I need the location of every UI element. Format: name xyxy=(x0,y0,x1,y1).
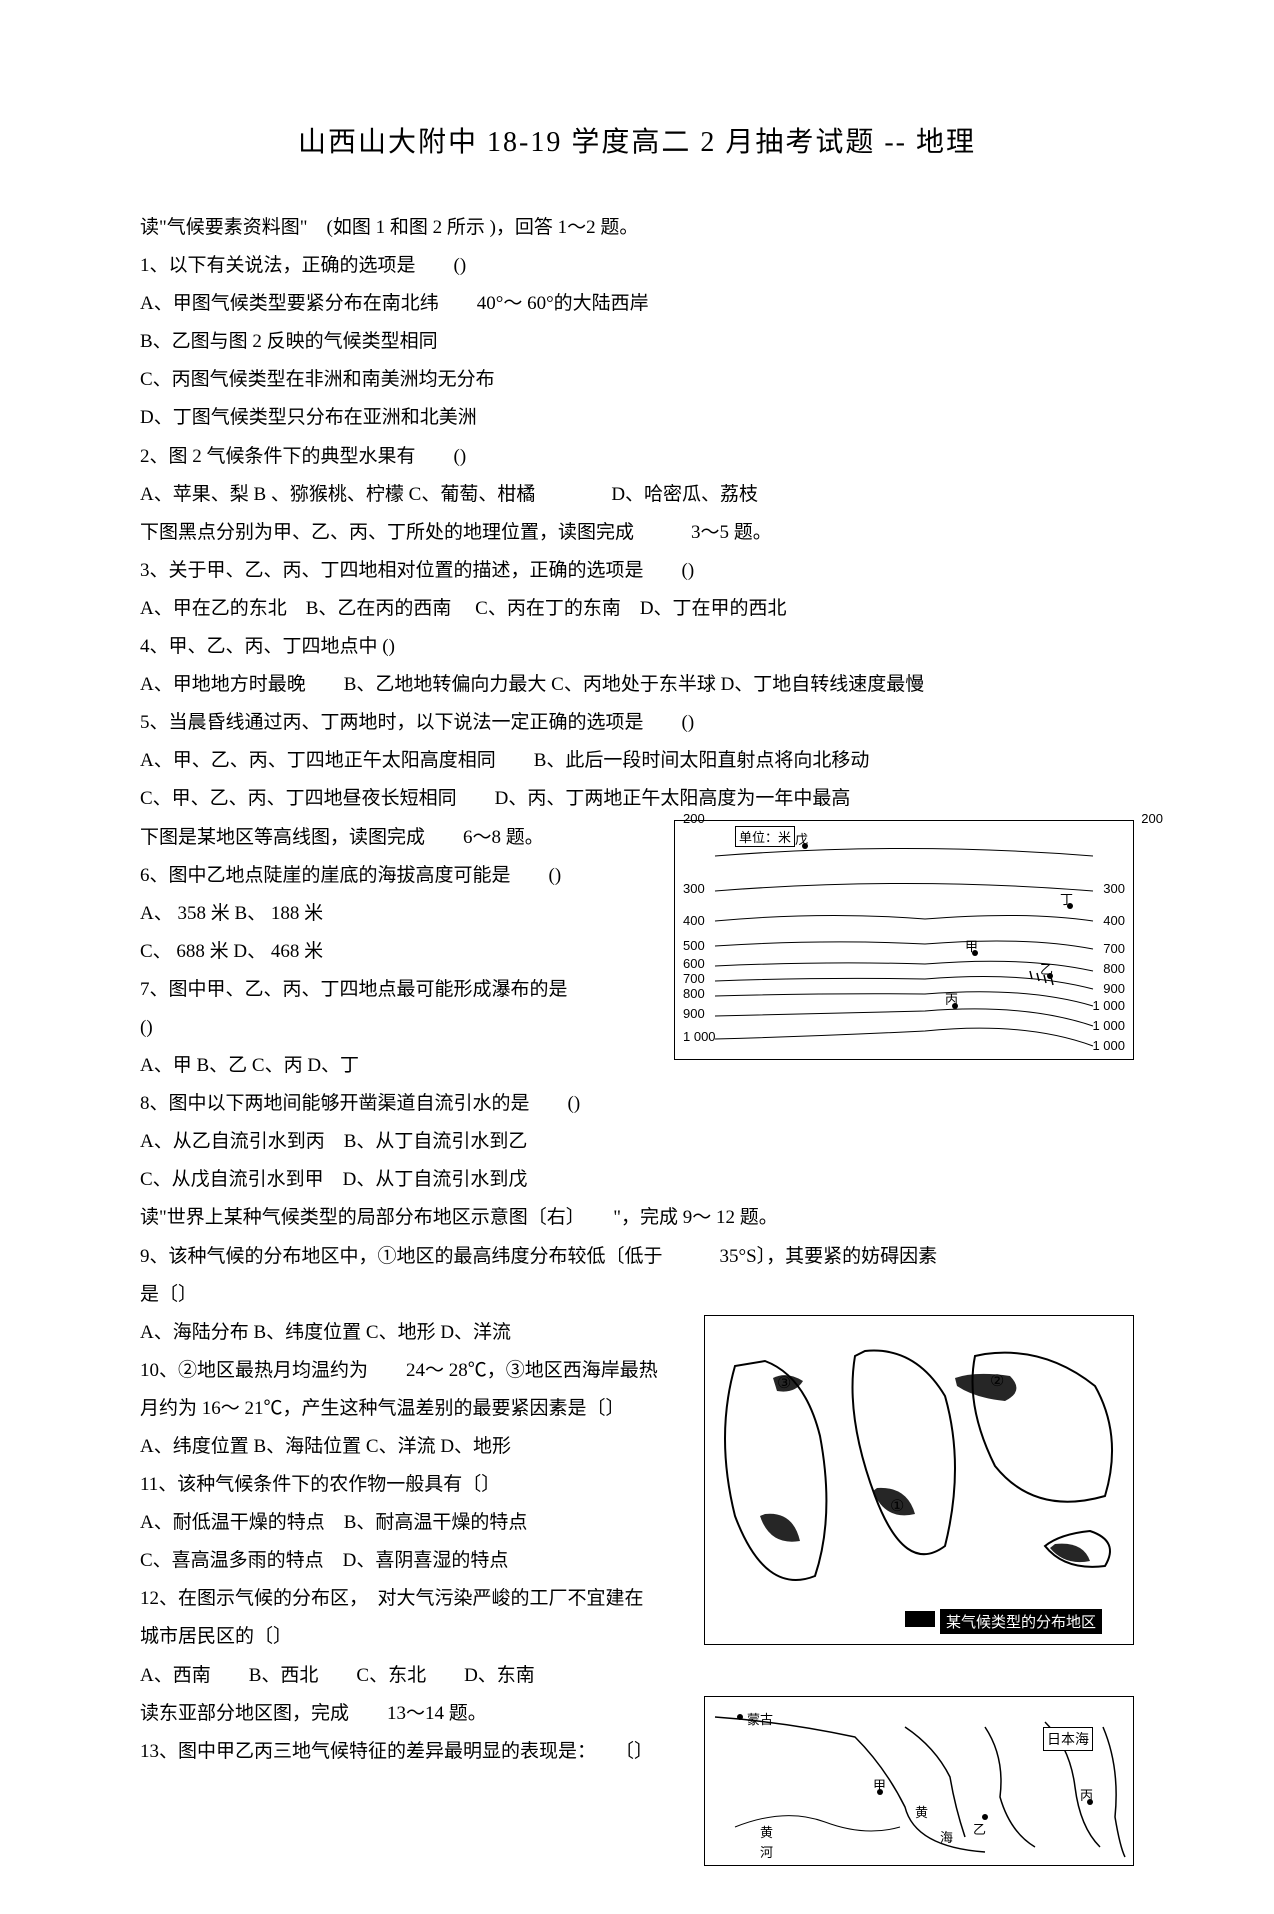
q8-a: A、从乙自流引水到丙 B、从丁自流引水到乙 xyxy=(140,1124,1134,1160)
q2: 2、图 2 气候条件下的典型水果有 () xyxy=(140,439,1134,475)
he-label: 河 xyxy=(760,1842,773,1861)
ll-5: 700 xyxy=(683,971,705,986)
ll-2: 400 xyxy=(683,913,705,928)
q2-opts: A、苹果、梨 B 、猕猴桃、柠檬 C、葡萄、柑橘 D、哈密瓜、荔枝 xyxy=(140,477,1134,513)
q5: 5、当晨昏线通过丙、丁两地时，以下说法一定正确的选项是 () xyxy=(140,705,1134,741)
q1: 1、以下有关说法，正确的选项是 () xyxy=(140,248,1134,284)
ll-4: 600 xyxy=(683,956,705,971)
q3: 3、关于甲、乙、丙、丁四地相对位置的描述，正确的选项是 () xyxy=(140,553,1134,589)
unit-label: 单位：米 xyxy=(735,826,795,847)
yi3-label: 乙 xyxy=(973,1819,986,1838)
q4-opts: A、甲地地方时最晚 B、乙地地转偏向力最大 C、丙地处于东半球 D、丁地自转线速… xyxy=(140,667,1134,703)
intro-9-12: 读"世界上某种气候类型的局部分布地区示意图〔右〕 "，完成 9～ 12 题。 xyxy=(140,1200,1134,1236)
rl-7: 1 000 xyxy=(1092,1018,1125,1033)
world-map-figure: ① ② ③ 某气候类型的分布地区 xyxy=(704,1315,1134,1645)
rl-8: 1 000 xyxy=(1092,1038,1125,1053)
bing-label: 丙 xyxy=(945,989,958,1008)
q1-opt-d: D、丁图气候类型只分布在亚洲和北美洲 xyxy=(140,400,1134,436)
contour-figure: 单位：米 戊 甲 乙 丙 丁 200 300 400 500 600 700 8… xyxy=(674,820,1134,1060)
map-caption: 某气候类型的分布地区 xyxy=(940,1609,1102,1634)
q9-cont: 是〔〕 xyxy=(140,1277,1134,1313)
huang2-label: 黄 xyxy=(915,1802,928,1821)
q1-opt-c: C、丙图气候类型在非洲和南美洲均无分布 xyxy=(140,362,1134,398)
rl-5: 900 xyxy=(1103,981,1125,996)
ll-6: 800 xyxy=(683,986,705,1001)
yi-label: 乙 xyxy=(1040,959,1053,978)
rl-1: 300 xyxy=(1103,881,1125,896)
wu-label: 戊 xyxy=(795,829,808,848)
intro-1-2: 读"气候要素资料图" (如图 1 和图 2 所示 )，回答 1～2 题。 xyxy=(140,210,1134,246)
world-map-svg: ① ② ③ xyxy=(705,1316,1133,1644)
jia3-label: 甲 xyxy=(873,1775,886,1794)
hai-label: 海 xyxy=(940,1827,953,1846)
q1-opt-b: B、乙图与图 2 反映的气候类型相同 xyxy=(140,324,1134,360)
svg-text:③: ③ xyxy=(777,1375,791,1392)
rl-6: 1 000 xyxy=(1092,998,1125,1013)
ribenhai-label: 日本海 xyxy=(1043,1727,1093,1751)
bing3-label: 丙 xyxy=(1080,1785,1093,1804)
rl-3: 700 xyxy=(1103,941,1125,956)
menggu-label: 蒙古 xyxy=(747,1709,773,1728)
ll-7: 900 xyxy=(683,1006,705,1021)
contour-svg xyxy=(675,821,1133,1059)
page-title: 山西山大附中 18-19 学度高二 2 月抽考试题 -- 地理 xyxy=(140,120,1134,160)
jia-label: 甲 xyxy=(965,936,978,955)
q9: 9、该种气候的分布地区中，①地区的最高纬度分布较低〔低于 35°S〕，其要紧的妨… xyxy=(140,1239,1134,1275)
q5-opts-a: A、甲、乙、丙、丁四地正午太阳高度相同 B、此后一段时间太阳直射点将向北移动 xyxy=(140,743,1134,779)
q12-opts: A、西南 B、西北 C、东北 D、东南 xyxy=(140,1658,1134,1694)
ll-3: 500 xyxy=(683,938,705,953)
intro-3-5: 下图黑点分别为甲、乙、丙、丁所处的地理位置，读图完成 3～5 题。 xyxy=(140,515,1134,551)
q8: 8、图中以下两地间能够开凿渠道自流引水的是 () xyxy=(140,1086,1134,1122)
q1-opt-a: A、甲图气候类型要紧分布在南北纬 40°～ 60°的大陆西岸 xyxy=(140,286,1134,322)
q5-opts-b: C、甲、乙、丙、丁四地昼夜长短相同 D、丙、丁两地正午太阳高度为一年中最高 xyxy=(140,781,1134,817)
q3-opts: A、甲在乙的东北 B、乙在丙的西南 C、丙在丁的东南 D、丁在甲的西北 xyxy=(140,591,1134,627)
ll-8: 1 000 xyxy=(683,1029,716,1044)
svg-text:②: ② xyxy=(990,1373,1004,1390)
q4: 4、甲、乙、丙、丁四地点中 () xyxy=(140,629,1134,665)
rl-2: 400 xyxy=(1103,913,1125,928)
q8-b: C、从戊自流引水到甲 D、从丁自流引水到戊 xyxy=(140,1162,1134,1198)
ll-0: 200 xyxy=(683,811,705,826)
ll-1: 300 xyxy=(683,881,705,896)
ding-label: 丁 xyxy=(1060,889,1073,908)
east-asia-figure: 蒙古 日本海 黄 河 黄 海 甲 乙 丙 xyxy=(704,1696,1134,1866)
rl-0: 200 xyxy=(1141,811,1163,826)
huanghe-label: 黄 xyxy=(760,1822,773,1841)
rl-4: 800 xyxy=(1103,961,1125,976)
svg-text:①: ① xyxy=(890,1498,904,1515)
